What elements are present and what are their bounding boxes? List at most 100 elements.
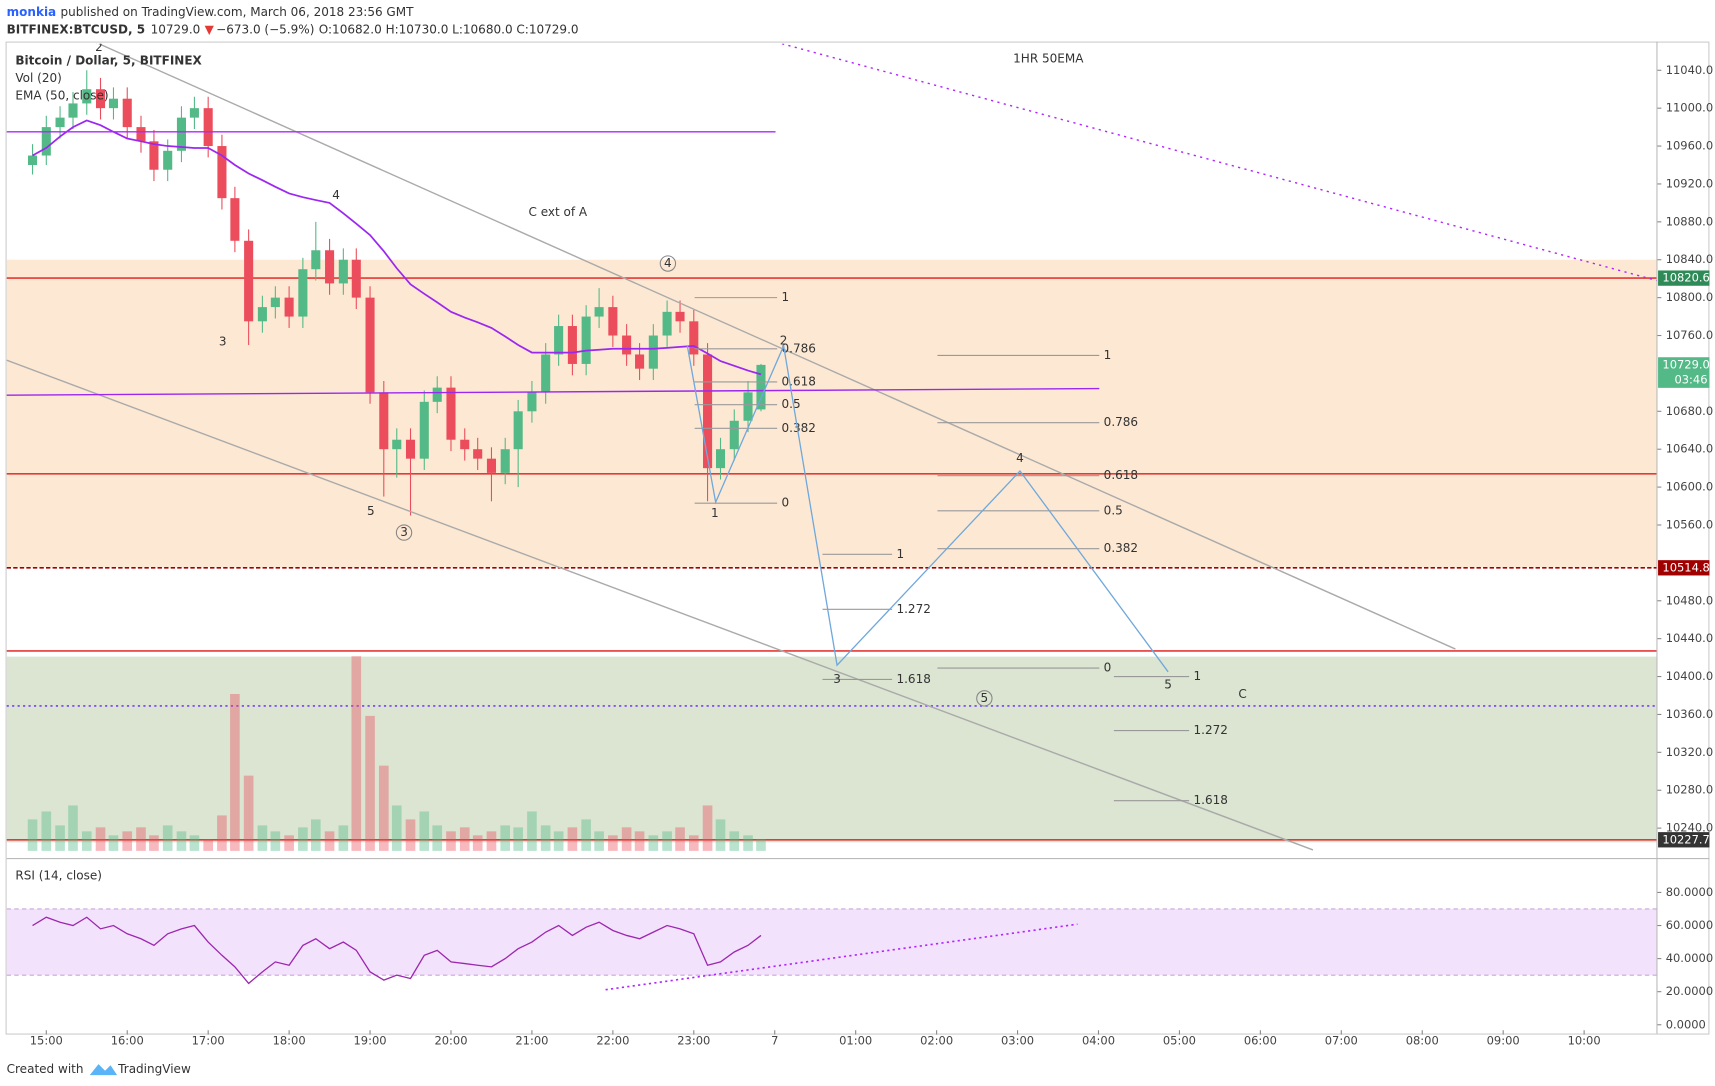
x-tick-label: 02:00: [920, 1034, 953, 1048]
fib-label: 0: [1104, 661, 1112, 675]
annotation: 1HR 50EMA: [1013, 51, 1084, 65]
candle-body: [756, 364, 766, 410]
volume-bar: [500, 825, 511, 851]
volume-bar: [459, 827, 470, 851]
countdown: 03:46: [1674, 373, 1707, 387]
volume-bar: [136, 827, 146, 851]
fib-label: 0.786: [782, 341, 816, 355]
wave-circle: [659, 255, 677, 272]
y-tick-label: 11000.0: [1666, 101, 1713, 115]
x-tick-label: 7: [771, 1034, 778, 1048]
fib-label: 0.618: [782, 374, 816, 388]
volume-bar: [621, 827, 632, 851]
volume-bar: [41, 811, 52, 851]
x-tick-label: 03:00: [1001, 1034, 1034, 1048]
price-tag-bg: [1658, 270, 1710, 286]
volume-bar: [472, 835, 483, 851]
volume-bar: [648, 835, 659, 851]
volume-bar: [351, 656, 362, 851]
volume-bar: [527, 811, 537, 851]
projection-path: [686, 343, 1169, 673]
y-tick-label: 10320.0: [1666, 745, 1713, 759]
fib-label: 1: [782, 290, 790, 304]
candle-body: [446, 387, 456, 440]
price-tag-bg: [1658, 832, 1710, 848]
volume-bar: [662, 831, 672, 851]
legend-title: Bitcoin / Dollar, 5, BITFINEX: [15, 54, 202, 68]
candle-body: [554, 326, 564, 355]
published: published on TradingView.com, March 06, …: [61, 5, 415, 19]
last-price: 10729.0: [151, 22, 201, 36]
footer-brand[interactable]: TradingView: [117, 1062, 191, 1076]
annotation: 1: [711, 506, 719, 520]
x-tick-label: 23:00: [677, 1034, 710, 1048]
candle-body: [500, 449, 510, 473]
volume-bar: [324, 831, 335, 851]
annotation: 4: [332, 188, 340, 202]
candle-body: [27, 155, 38, 166]
y-tick-label: 10280.0: [1666, 783, 1713, 797]
volume-bar: [68, 805, 78, 851]
volume-bar: [432, 825, 443, 851]
candle-body: [527, 392, 537, 412]
volume-bar: [257, 825, 268, 851]
x-tick-label: 10:00: [1568, 1034, 1601, 1048]
annotation: 3: [833, 672, 841, 686]
footer-text: Created with: [7, 1062, 84, 1076]
volume-bar: [284, 835, 294, 851]
annotation: 4: [664, 256, 672, 270]
zone: [6, 259, 1657, 568]
x-tick-label: 07:00: [1325, 1034, 1358, 1048]
symbol: BITFINEX:BTCUSD, 5: [7, 22, 146, 36]
candle-body: [419, 401, 429, 459]
candle-body: [648, 335, 658, 369]
price-pane: 1 0.786 0.618 0.5 0.382 0 1 0.786 0.618 0.5 0.382 0…: [6, 43, 1657, 851]
rsi-tick-label: 60.0000: [1666, 918, 1713, 932]
annotation: C ext of A: [528, 205, 587, 219]
logo: [89, 1064, 118, 1076]
candle-body: [122, 98, 132, 128]
candle-body: [163, 150, 173, 170]
candle-body: [513, 411, 523, 450]
y-tick-label: 10880.0: [1666, 214, 1713, 228]
volume-bar: [715, 819, 726, 851]
user[interactable]: monkia: [7, 5, 57, 19]
candle-body: [729, 420, 739, 450]
rsi-line: [32, 916, 762, 985]
x-tick-label: 04:00: [1082, 1034, 1115, 1048]
annotation: 5: [981, 691, 989, 705]
x-tick-label: 05:00: [1163, 1034, 1196, 1048]
rsi-title: RSI (14, close): [15, 869, 102, 883]
fib-label: 1: [1194, 669, 1202, 683]
price-tag-bg: [1658, 560, 1710, 576]
change: −673.0 (−5.9%): [216, 22, 314, 36]
fib-label: 0.5: [1104, 503, 1123, 517]
x-tick-label: 06:00: [1244, 1034, 1277, 1048]
fib-label: 1.618: [1194, 793, 1228, 807]
candle-body: [460, 439, 470, 450]
volume-bar: [675, 827, 685, 851]
volume-bar: [594, 831, 604, 851]
change-arrow: ▼: [205, 22, 215, 36]
volume-bar: [203, 839, 213, 851]
y-tick-label: 10600.0: [1666, 480, 1713, 494]
price-tag: 10514.8: [1662, 560, 1709, 574]
volume-bar: [567, 827, 578, 851]
y-tick-label: 10440.0: [1666, 631, 1713, 645]
trend-line: [6, 359, 1314, 851]
candle-body: [311, 250, 321, 270]
price-tag: 10227.7: [1662, 832, 1709, 846]
rsi-band: [6, 908, 1657, 976]
candle-body: [743, 392, 753, 421]
annotation: 2: [780, 334, 788, 348]
price-tag: 10820.6: [1662, 271, 1709, 285]
candle-body: [703, 354, 713, 469]
volume-bar: [108, 835, 119, 851]
x-tick-label: 19:00: [354, 1034, 387, 1048]
y-tick-label: 10760.0: [1666, 328, 1713, 342]
rsi-tick-label: 80.0000: [1666, 885, 1713, 899]
rsi-tick-label: 20.0000: [1666, 984, 1713, 998]
volume-bar: [419, 811, 430, 851]
volume-bar: [365, 715, 375, 851]
candle-body: [351, 259, 361, 298]
